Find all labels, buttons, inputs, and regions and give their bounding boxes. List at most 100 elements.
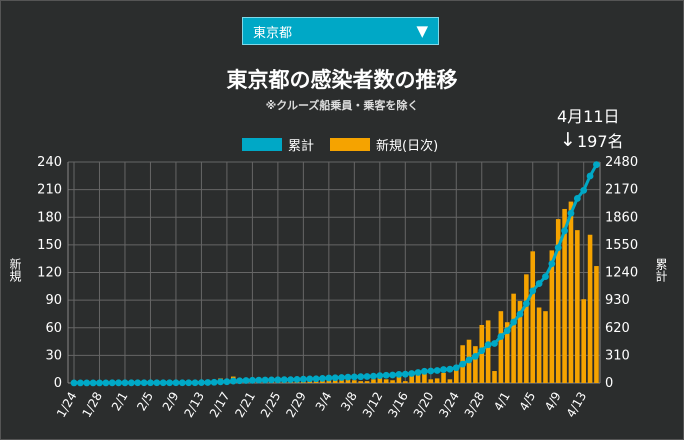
point-cumulative [376, 372, 384, 380]
point-cumulative [344, 373, 352, 381]
point-cumulative [280, 376, 288, 384]
point-cumulative [478, 347, 486, 355]
x-tick-label: 2/25 [258, 390, 284, 420]
point-cumulative [108, 379, 116, 387]
point-cumulative [408, 370, 416, 377]
point-cumulative [147, 379, 154, 387]
bar-daily-new [504, 322, 510, 383]
point-cumulative [370, 372, 377, 380]
y-left-tick-label: 240 [37, 155, 62, 170]
point-cumulative [440, 366, 447, 373]
legend-item-daily[interactable]: 新規(日次) [330, 135, 438, 154]
y-left-tick-label: 120 [37, 266, 62, 281]
bar-daily-new [511, 293, 516, 383]
y-left-tick-label: 90 [45, 293, 62, 308]
point-cumulative [306, 375, 314, 383]
right-axis-label: 累計 [654, 258, 668, 282]
x-tick-label: 1/28 [79, 390, 105, 420]
point-cumulative [127, 379, 135, 387]
point-cumulative [484, 341, 492, 349]
x-tick-label: 1/24 [54, 390, 80, 420]
y-right-tick-label: 310 [605, 348, 630, 363]
point-cumulative [70, 379, 78, 387]
x-tick-label: 3/28 [462, 390, 488, 420]
x-tick-label: 4/1 [491, 389, 513, 413]
point-cumulative [274, 376, 282, 384]
point-cumulative [529, 287, 537, 295]
point-cumulative [573, 195, 581, 202]
chart-legend: 累計 新規(日次) [242, 135, 454, 154]
x-tick-label: 2/9 [160, 390, 182, 414]
y-right-tick-label: 1860 [605, 210, 638, 225]
y-right-tick-label: 1240 [605, 266, 638, 281]
legend-label-daily: 新規(日次) [376, 139, 439, 154]
bar-daily-new [587, 234, 593, 383]
point-cumulative [350, 373, 358, 381]
bar-daily-new [434, 378, 440, 383]
point-cumulative [338, 374, 345, 381]
prefecture-select[interactable]: 東京都 ▼ [242, 17, 439, 45]
x-tick-label: 3/16 [385, 390, 411, 420]
point-cumulative [223, 378, 231, 386]
x-tick-label: 3/20 [411, 390, 437, 420]
point-cumulative [83, 379, 91, 387]
point-cumulative [89, 379, 97, 387]
point-cumulative [172, 379, 180, 387]
point-cumulative [357, 373, 365, 381]
point-cumulative [535, 280, 543, 287]
annotation-value: 197名 [577, 132, 624, 151]
point-cumulative [593, 161, 600, 169]
bar-daily-new [575, 230, 580, 383]
point-cumulative [580, 186, 588, 194]
point-cumulative [153, 379, 161, 387]
point-cumulative [542, 273, 549, 280]
point-cumulative [185, 379, 193, 387]
point-cumulative [427, 367, 435, 375]
point-cumulative [586, 172, 594, 180]
point-cumulative [217, 378, 224, 386]
point-cumulative [325, 374, 333, 382]
x-tick-label: 2/1 [109, 390, 131, 414]
point-cumulative [414, 369, 422, 376]
bar-daily-new [581, 299, 586, 383]
point-cumulative [395, 370, 403, 378]
point-cumulative [363, 373, 371, 380]
point-cumulative [382, 371, 390, 379]
left-axis-label: 新規 [8, 258, 22, 282]
point-cumulative [503, 327, 511, 335]
bar-daily-new [371, 379, 376, 383]
point-cumulative [465, 356, 473, 364]
bar-daily-new [485, 320, 491, 383]
point-cumulative [115, 379, 122, 387]
point-cumulative [134, 379, 142, 387]
chart-title: 東京都の感染者数の推移 [226, 68, 458, 92]
bar-daily-new [428, 379, 434, 383]
x-tick-label: 3/24 [436, 390, 462, 420]
point-cumulative [554, 244, 562, 252]
bar-daily-new [332, 380, 338, 383]
bar-daily-new [339, 380, 344, 383]
legend-item-cumulative[interactable]: 累計 [242, 135, 314, 154]
bar-daily-new [555, 219, 561, 383]
dropdown-arrow-icon: ▼ [416, 22, 428, 40]
point-cumulative [491, 340, 498, 347]
point-cumulative [248, 376, 256, 384]
point-cumulative [178, 379, 186, 387]
chart-subtitle: ※クルーズ船乗員・乗客を除く [265, 99, 419, 112]
legend-swatch-cumulative [242, 138, 282, 151]
point-cumulative [236, 377, 244, 385]
point-cumulative [510, 318, 518, 326]
bar-daily-new [390, 380, 395, 383]
point-cumulative [255, 376, 263, 384]
point-cumulative [210, 378, 218, 386]
y-right-tick-label: 2170 [605, 183, 638, 198]
bar-daily-new [492, 371, 497, 383]
bar-daily-new [352, 380, 357, 383]
point-cumulative [433, 367, 441, 374]
point-cumulative [268, 376, 275, 384]
point-cumulative [140, 379, 148, 387]
point-cumulative [312, 375, 320, 383]
y-right-tick-label: 620 [605, 321, 630, 336]
bar-daily-new [377, 377, 383, 383]
